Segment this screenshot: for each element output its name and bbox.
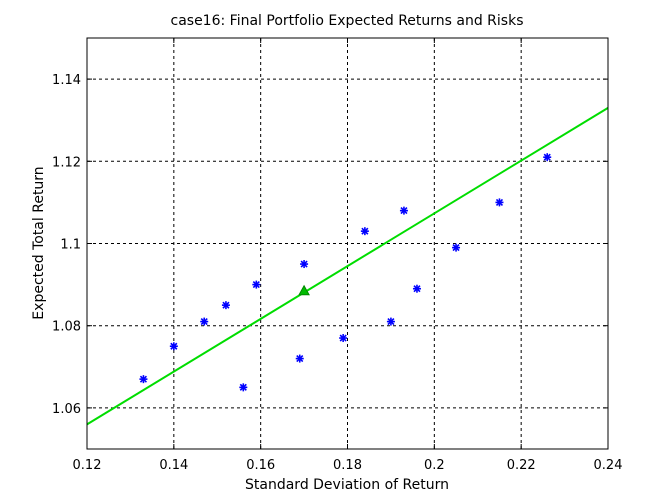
data-point bbox=[300, 260, 309, 269]
data-point bbox=[139, 375, 148, 384]
optimal-portfolio-marker bbox=[298, 284, 310, 296]
y-tick-label: 1.14 bbox=[52, 73, 81, 88]
x-tick-label: 0.14 bbox=[159, 458, 188, 473]
data-point bbox=[252, 280, 261, 289]
x-tick-label: 0.22 bbox=[507, 458, 536, 473]
x-tick-labels: 0.12 0.14 0.16 0.18 0.2 0.22 0.24 bbox=[73, 458, 623, 473]
data-point bbox=[221, 301, 230, 310]
x-tick-label: 0.12 bbox=[73, 458, 102, 473]
x-axis-label: Standard Deviation of Return bbox=[245, 477, 449, 493]
fit-line-layer bbox=[86, 107, 609, 426]
data-point bbox=[200, 317, 209, 326]
data-point bbox=[239, 383, 248, 392]
data-point bbox=[412, 284, 421, 293]
x-tick-label: 0.18 bbox=[333, 458, 362, 473]
x-tick-label: 0.24 bbox=[594, 458, 623, 473]
data-point bbox=[295, 354, 304, 363]
tick-marks bbox=[86, 38, 609, 449]
y-tick-label: 1.08 bbox=[52, 320, 81, 335]
y-axis-label: Expected Total Return bbox=[31, 166, 47, 319]
y-tick-label: 1.06 bbox=[52, 402, 81, 417]
data-point bbox=[495, 198, 504, 207]
x-tick-label: 0.2 bbox=[424, 458, 445, 473]
data-point bbox=[543, 153, 552, 162]
data-point bbox=[452, 243, 461, 252]
data-point bbox=[360, 227, 369, 236]
data-point bbox=[339, 334, 348, 343]
y-tick-label: 1.1 bbox=[60, 238, 81, 253]
data-point bbox=[386, 317, 395, 326]
y-tick-labels: 1.06 1.08 1.1 1.12 1.14 bbox=[52, 73, 81, 417]
y-tick-label: 1.12 bbox=[52, 155, 81, 170]
data-markers bbox=[139, 153, 552, 392]
chart-title: case16: Final Portfolio Expected Returns… bbox=[171, 13, 524, 29]
data-point bbox=[169, 342, 178, 351]
x-tick-label: 0.16 bbox=[246, 458, 275, 473]
fit-line bbox=[86, 107, 609, 426]
data-point bbox=[399, 206, 408, 215]
